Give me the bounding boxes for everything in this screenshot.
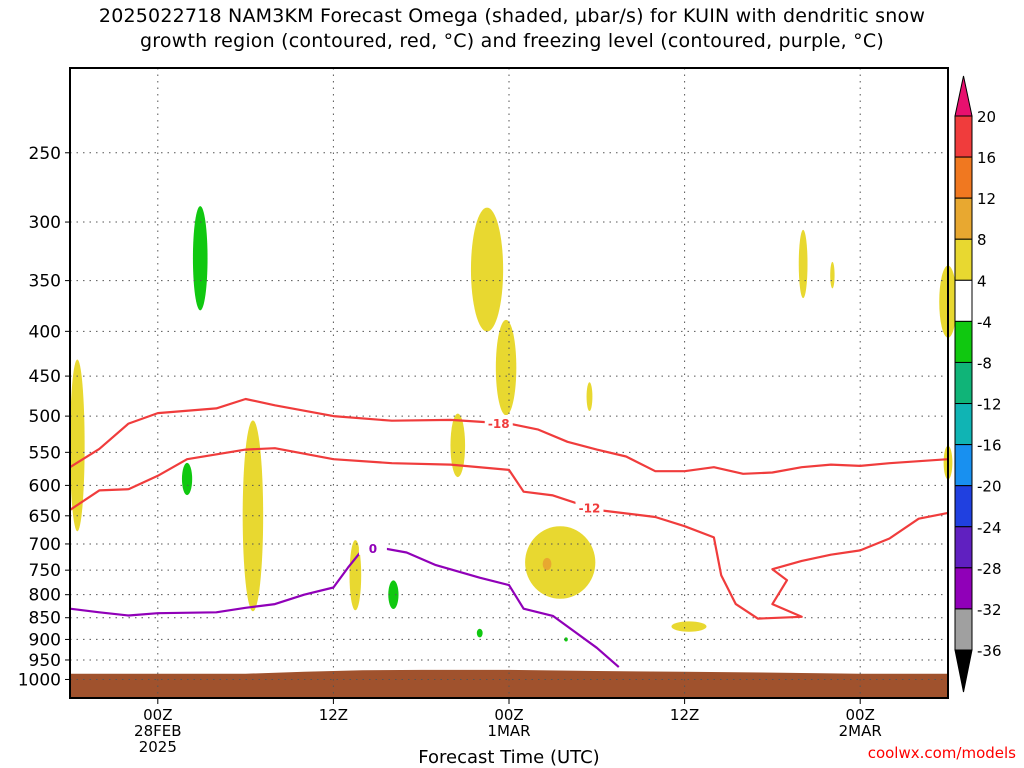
omega-region [586,382,593,412]
colorbar-segment [954,444,973,487]
title-line-2: growth region (contoured, red, °C) and f… [140,30,884,52]
y-tick-label: 600 [29,476,61,496]
y-tick-label: 250 [29,144,61,164]
y-tick-label: 700 [29,535,61,555]
y-axis: 2503003504004505005506006507007508008509… [18,144,70,690]
colorbar-label: 16 [977,149,996,167]
colorbar-label: -20 [977,478,1002,496]
x-tick-label: 00Z [143,706,172,724]
credit-link[interactable]: coolwx.com/models [867,744,1016,762]
colorbar-segment [954,197,973,240]
y-tick-label: 300 [29,213,61,233]
colorbar-label: 20 [977,108,996,126]
contour-label: -18 [488,417,510,431]
omega-region [525,526,596,599]
contour-line [69,447,949,620]
omega-region [470,207,504,332]
colorbar-segment [954,403,973,446]
contour-line [69,397,949,475]
colorbar-segment [954,238,973,281]
colorbar-segment [954,608,973,651]
colorbar-label: -28 [977,560,1002,578]
colorbar-label: -16 [977,437,1002,455]
contour-label-bg [575,499,604,515]
colorbar-label: -4 [977,313,992,331]
colorbar-label: -8 [977,354,992,372]
colorbar-label: 8 [977,231,987,249]
colorbar-top-arrow [954,75,973,117]
chart-title: 2025022718 NAM3KM Forecast Omega (shaded… [0,4,1024,54]
colorbar-label: -24 [977,519,1002,537]
grid-lines [70,68,948,698]
colorbar-segment [954,115,973,158]
contour-line [69,546,620,668]
omega-region [542,557,552,571]
y-tick-label: 550 [29,443,61,463]
omega-region [192,206,208,311]
x-tick-label: 12Z [319,706,348,724]
omega-region [798,229,808,299]
y-tick-label: 400 [29,322,61,342]
contour-label: -12 [579,502,601,516]
y-tick-label: 900 [29,630,61,650]
x-axis-label: Forecast Time (UTC) [418,747,600,768]
y-tick-label: 350 [29,272,61,292]
omega-region [181,462,193,496]
omega-region [495,319,517,416]
terrain-mask [70,669,948,698]
title-line-1: 2025022718 NAM3KM Forecast Omega (shaded… [98,5,926,27]
x-tick-label: 00Z [494,706,523,724]
y-tick-label: 650 [29,507,61,527]
omega-region [830,261,835,289]
colorbar: 20 16 12 8 4 -4 -8 -12 -16 -20 -24 -28 -32 -36 [954,75,1002,693]
colorbar-segment [954,361,973,405]
x-tick-label: 2025 [139,738,177,756]
y-tick-label: 750 [29,561,61,581]
colorbar-segment [954,485,973,528]
colorbar-segment [954,526,973,569]
terrain-area [70,669,948,698]
colorbar-segment [954,320,973,363]
y-tick-label: 950 [29,651,61,671]
omega-region [564,637,568,642]
y-tick-label: 500 [29,407,61,427]
x-tick-label: 00Z [846,706,875,724]
omega-region [450,413,466,478]
colorbar-label: -32 [977,601,1002,619]
colorbar-label: 12 [977,190,996,208]
colorbar-bottom-arrow [954,649,973,693]
contour-label-bg [358,539,387,555]
colorbar-segment [954,567,973,610]
colorbar-label: -36 [977,642,1002,660]
colorbar-label: 4 [977,272,987,290]
omega-region [476,628,483,638]
omega-region [388,580,399,609]
colorbar-segment [954,156,973,199]
x-tick-label: 28FEB [134,722,181,740]
y-tick-label: 450 [29,367,61,387]
y-tick-label: 850 [29,609,61,629]
y-tick-label: 800 [29,586,61,606]
omega-region [671,621,707,632]
x-tick-label: 1MAR [487,722,530,740]
omega-region [70,359,85,532]
colorbar-label: -12 [977,396,1002,414]
omega-region [349,540,362,611]
x-tick-label: 12Z [670,706,699,724]
y-tick-label: 1000 [18,670,61,690]
contour-label-bg [484,414,513,430]
contour-label: 0 [369,542,377,556]
colorbar-segment [954,279,973,322]
x-tick-label: 2MAR [839,722,882,740]
contour-lines: -18 -12 0 [69,397,949,668]
